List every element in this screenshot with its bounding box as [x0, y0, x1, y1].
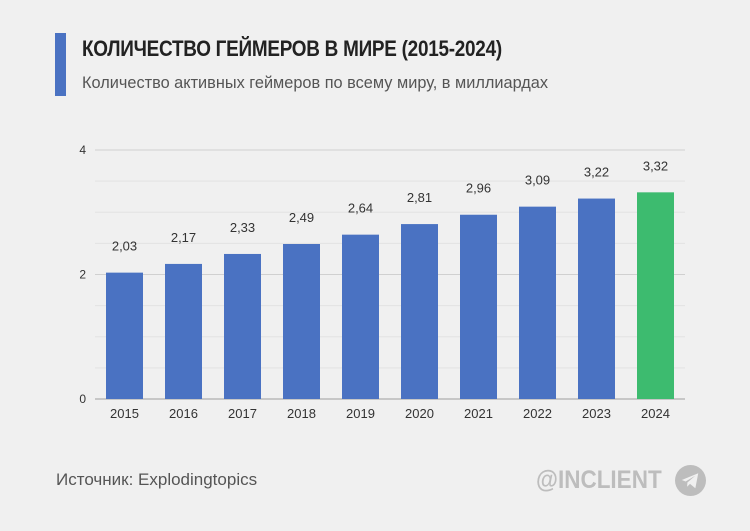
telegram-icon[interactable]	[675, 465, 706, 496]
data-label: 2,03	[112, 239, 137, 254]
y-tick-label: 0	[79, 392, 86, 406]
bar-2023	[578, 198, 615, 399]
x-tick-label: 2023	[582, 406, 611, 421]
bar-2024	[637, 192, 674, 399]
data-label: 2,49	[289, 210, 314, 225]
chart-title: КОЛИЧЕСТВО ГЕЙМЕРОВ В МИРЕ (2015-2024)	[82, 36, 502, 61]
x-tick-label: 2024	[641, 406, 670, 421]
y-tick-label: 4	[79, 143, 86, 157]
x-tick-label: 2020	[405, 406, 434, 421]
data-label: 2,81	[407, 190, 432, 205]
bar-2020	[401, 224, 438, 399]
x-tick-label: 2017	[228, 406, 257, 421]
data-label: 3,22	[584, 165, 609, 180]
x-tick-label: 2015	[110, 406, 139, 421]
x-tick-label: 2021	[464, 406, 493, 421]
data-label: 2,33	[230, 220, 255, 235]
bar-2022	[519, 206, 556, 399]
bar-2019	[342, 234, 379, 399]
data-label: 2,96	[466, 181, 491, 196]
data-label: 3,09	[525, 173, 550, 188]
brand-handle[interactable]: @INCLIENT	[536, 466, 662, 494]
bar-2016	[165, 263, 202, 399]
title-accent-bar	[55, 33, 66, 96]
bar-2018	[283, 243, 320, 399]
x-tick-label: 2018	[287, 406, 316, 421]
bar-2015	[106, 272, 143, 399]
bar-2021	[460, 214, 497, 399]
data-label: 2,17	[171, 230, 196, 245]
data-label: 2,64	[348, 201, 373, 216]
y-tick-label: 2	[79, 268, 86, 282]
x-tick-label: 2016	[169, 406, 198, 421]
chart-subtitle: Количество активных геймеров по всему ми…	[82, 73, 549, 92]
source-note: Источник: Explodingtopics	[56, 470, 258, 489]
x-tick-label: 2019	[346, 406, 375, 421]
data-label: 3,32	[643, 158, 668, 173]
bar-2017	[224, 253, 261, 399]
x-tick-label: 2022	[523, 406, 552, 421]
